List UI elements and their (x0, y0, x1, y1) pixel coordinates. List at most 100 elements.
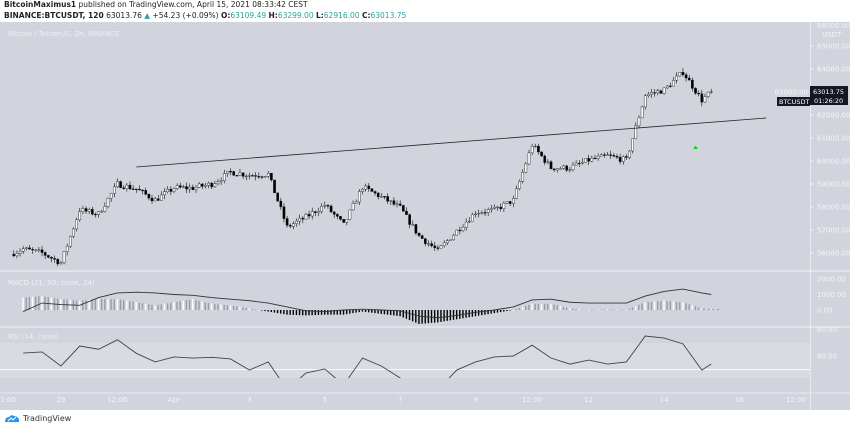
candle-down (684, 74, 688, 79)
macd-histogram-bar (543, 303, 546, 310)
macd-histogram-bar (261, 310, 263, 311)
macd-histogram-bar (239, 306, 241, 310)
price-axis-top-label: 66000.00 (817, 22, 850, 30)
candle-down (326, 205, 330, 207)
candle-down (430, 243, 433, 247)
macd-histogram-bar (248, 308, 250, 310)
macd-histogram-bar (339, 310, 342, 315)
candle-down (210, 182, 214, 188)
time-tick-label: 12:00 (107, 396, 127, 404)
macd-histogram-bar (587, 310, 590, 311)
macd-histogram-bar (280, 310, 282, 314)
macd-histogram-bar (437, 310, 439, 323)
candle-up (62, 251, 66, 264)
trendline[interactable] (136, 117, 767, 168)
close-label: C: (361, 11, 371, 20)
candle-up (266, 173, 270, 177)
macd-histogram-bar (267, 310, 269, 312)
time-tick-label: Apr (168, 396, 180, 404)
candle-up (631, 138, 634, 152)
macd-histogram-bar (122, 300, 125, 310)
candle-up (59, 262, 63, 265)
tradingview-brand[interactable]: TradingView (23, 414, 72, 423)
candle-up (351, 203, 355, 211)
macd-histogram-bar (141, 303, 144, 310)
time-tick-label: 1:00 (0, 396, 16, 404)
macd-histogram-bar (88, 299, 90, 310)
candle-up (81, 208, 85, 212)
price-axis[interactable]: 65000.00 64000.00 63000.00 62000.00 61000.00… (775, 43, 850, 361)
macd-histogram-bar (110, 299, 112, 310)
rsi-line (23, 335, 712, 378)
candle-up (512, 198, 515, 204)
price-tick-label: 64000.00 (817, 66, 850, 74)
macd-histogram-bar (207, 303, 210, 310)
candle-down (386, 196, 389, 202)
macd-histogram-bar (355, 310, 357, 313)
candle-up (656, 90, 660, 93)
macd-histogram-bar (223, 304, 225, 310)
macd-histogram-bar (537, 303, 540, 310)
macd-histogram-bar (251, 308, 254, 310)
candle-up (37, 249, 41, 251)
candle-up (643, 95, 647, 108)
price-tick-label: 57000.00 (817, 227, 850, 235)
candle-up (703, 96, 707, 103)
candle-up (345, 219, 349, 223)
macd-histogram-bar (455, 310, 458, 320)
candle-up (188, 186, 192, 190)
macd-histogram-bar (367, 310, 370, 313)
macd-histogram-bar (298, 310, 301, 316)
publish-text: published on TradingView.com, April 15, … (78, 0, 308, 9)
symbol-label: BINANCE:BTCUSDT, 120 (4, 11, 104, 20)
footer: TradingView (4, 414, 71, 423)
author-name[interactable]: BitcoinMaximus1 (4, 0, 77, 9)
candle-up (320, 205, 323, 212)
candle-up (709, 91, 713, 93)
candle-down (50, 257, 53, 259)
candle-up (354, 201, 358, 204)
candle-up (182, 186, 185, 188)
macd-histogram-bar (119, 299, 122, 310)
candle-down (549, 161, 553, 170)
candle-up (292, 223, 295, 227)
macd-histogram-bar (509, 310, 511, 311)
macd-histogram-bar (418, 310, 420, 324)
macd-histogram-bar (484, 310, 486, 315)
candle-up (480, 212, 484, 214)
macd-histogram-bar (132, 301, 134, 310)
macd-histogram-bar (688, 304, 690, 310)
time-axis[interactable]: 1:00 29 12:00 Apr 3 5 7 9 12:00 12 14 16 12:00 (0, 396, 806, 404)
candle-down (508, 201, 512, 204)
macd-histogram-bar (708, 309, 711, 310)
candle-down (687, 77, 691, 81)
candle-down (229, 171, 232, 173)
candle-down (552, 168, 556, 171)
candle-up (496, 206, 499, 209)
candle-up (97, 211, 100, 215)
candle-down (141, 189, 144, 192)
macd-histogram-bar (25, 297, 27, 310)
macd-histogram-bar (562, 306, 565, 310)
macd-histogram-bar (144, 303, 147, 310)
macd-histogram-bar (666, 300, 668, 310)
candle-up (628, 150, 631, 158)
candle-down (122, 187, 126, 189)
macd-histogram-bar (232, 305, 235, 310)
candle-up (678, 72, 682, 77)
candle-down (367, 185, 371, 189)
current-price-tag: 63013.75 (813, 88, 844, 96)
macd-histogram-bar (477, 310, 480, 316)
macd-histogram-bar (270, 310, 272, 313)
candle-down (200, 183, 204, 187)
macd-histogram-bar (317, 310, 320, 315)
macd-histogram-bar (254, 309, 257, 310)
macd-histogram-bar (217, 304, 219, 310)
price-tick-label: 60000.00 (817, 158, 850, 166)
candle-up (72, 228, 75, 237)
candle-down (128, 184, 132, 190)
last-price: 63013.76 (106, 11, 142, 20)
candle-up (323, 205, 327, 207)
candle-down (609, 154, 612, 156)
